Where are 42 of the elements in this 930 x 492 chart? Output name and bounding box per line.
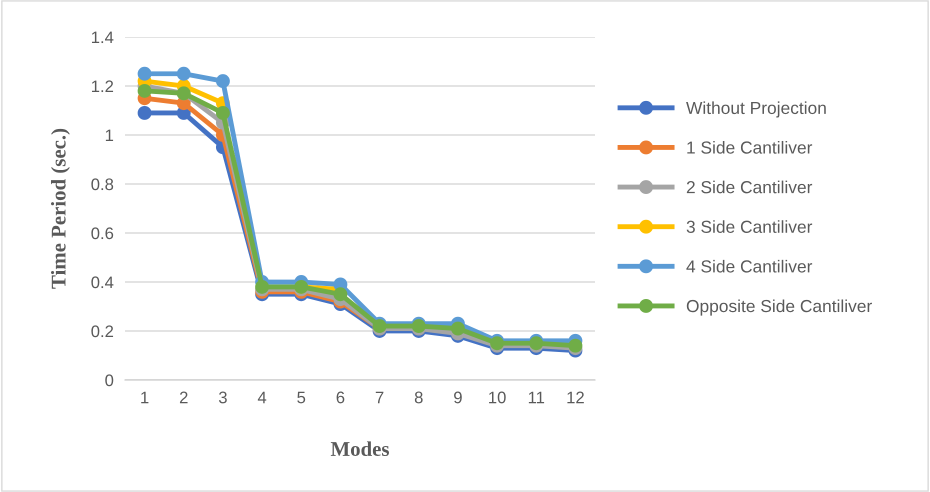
x-tick-label: 10 (489, 392, 506, 404)
point (176, 66, 191, 81)
y-tick-label: 0.8 (91, 178, 114, 190)
legend-label: Without Projection (686, 101, 826, 118)
legend-label: 3 Side Cantiliver (686, 220, 812, 233)
point (138, 84, 152, 98)
point (138, 66, 152, 81)
y-tick-label: 0 (105, 374, 114, 386)
point (372, 319, 387, 334)
x-axis-title: Modes (330, 441, 389, 456)
x-tick-label: 12 (567, 392, 584, 404)
y-axis-title: Time Period (sec.) (50, 128, 70, 289)
x-tick-label: 5 (297, 392, 306, 404)
point (568, 338, 582, 353)
x-tick-label: 4 (258, 392, 266, 404)
y-tick-label: 1.4 (92, 32, 114, 44)
y-tick-label: 1 (106, 130, 114, 142)
point (255, 280, 270, 294)
x-tick-label: 8 (414, 392, 423, 404)
y-tick-label: 0.2 (91, 325, 114, 338)
x-tick-label: 6 (336, 392, 344, 404)
x-tick-label: 7 (376, 392, 384, 404)
y-tick-label: 0.6 (91, 227, 114, 240)
point (529, 336, 544, 350)
point (216, 106, 230, 120)
point (333, 287, 348, 302)
point (138, 106, 152, 120)
y-tick-label: 1.2 (92, 80, 114, 92)
point (412, 319, 426, 334)
legend-label: 1 Side Cantiliver (687, 140, 812, 154)
x-tick-label: 11 (528, 392, 544, 404)
legend-label: Opposite Side Cantiliver (686, 299, 872, 316)
x-tick-label: 3 (218, 392, 227, 404)
x-tick-label: 2 (180, 392, 188, 404)
x-tick-label: 9 (454, 392, 462, 404)
point (490, 336, 504, 350)
legend-label: 2 Side Cantiliver (686, 180, 812, 194)
y-tick-label: 0.4 (91, 276, 114, 288)
point (216, 74, 230, 88)
legend-label: 4 Side Cantiliver (686, 260, 812, 273)
x-tick-label: 1 (141, 392, 148, 404)
point (450, 322, 465, 336)
